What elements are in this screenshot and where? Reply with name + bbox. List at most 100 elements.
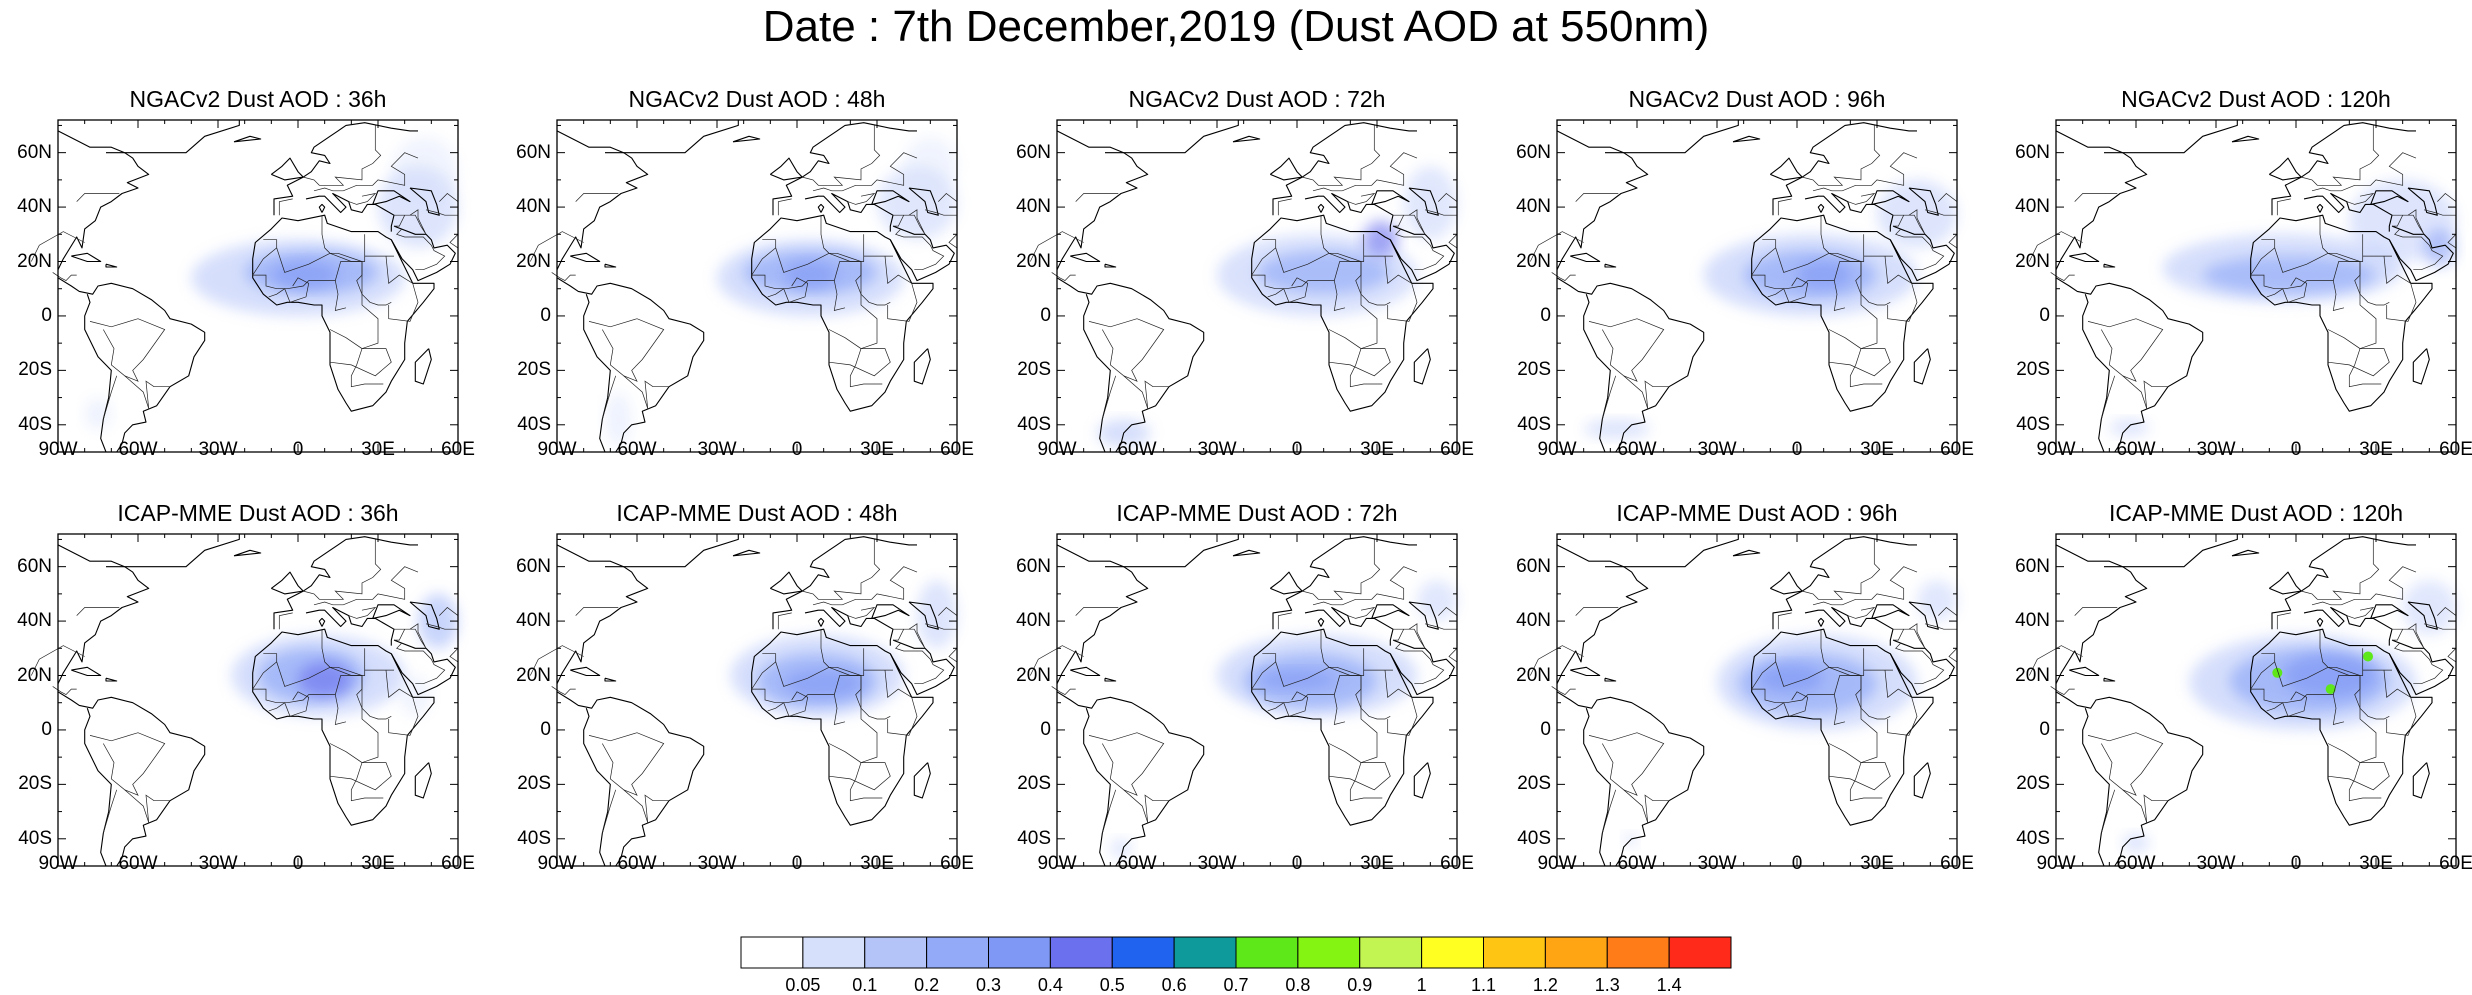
country-border <box>828 743 891 791</box>
latitude-label: 20N <box>2015 664 2050 686</box>
latitude-label: 40N <box>17 610 52 632</box>
latitude-label: 40N <box>17 196 52 218</box>
country-border <box>948 234 958 249</box>
coastline <box>2370 604 2409 619</box>
latitude-label: 40N <box>2015 610 2050 632</box>
country-border <box>348 192 377 205</box>
longitude-label: 90W <box>2036 853 2076 874</box>
latitude-label: 20N <box>1516 250 1551 272</box>
latitude-label: 40N <box>516 610 551 632</box>
coastline <box>1817 617 1825 627</box>
country-border <box>1312 152 1418 192</box>
coastline <box>233 549 262 557</box>
longitude-label: 60E <box>1440 439 1474 460</box>
latitude-label: 40S <box>517 413 551 435</box>
coastline <box>1317 203 1325 213</box>
coastline <box>57 130 150 270</box>
longitude-label: 60E <box>2439 439 2472 460</box>
country-border <box>303 539 382 600</box>
country-border <box>1029 231 1084 262</box>
coastline <box>751 628 934 826</box>
latitude-label: 0 <box>1040 718 1051 740</box>
colorbar-swatch <box>802 936 866 969</box>
latitude-label: 40S <box>1517 827 1551 849</box>
colorbar-tick-label: 1.4 <box>1656 975 1682 995</box>
dust-plume <box>2282 653 2376 698</box>
dust-hotspot <box>2272 667 2283 678</box>
coastline <box>871 604 910 619</box>
coastline <box>1104 677 1117 682</box>
map-plot <box>30 119 459 453</box>
coastline <box>1408 601 1439 630</box>
map-plot <box>1029 119 1458 453</box>
country-border <box>1384 256 1418 322</box>
longitude-label: 30E <box>1360 853 1394 874</box>
colorbar-tick-label: 0.2 <box>914 975 940 995</box>
country-border <box>1884 670 1918 736</box>
country-border <box>575 193 619 202</box>
coastline <box>1269 157 1303 181</box>
dust-plume <box>399 675 432 717</box>
country-border <box>1588 318 1665 382</box>
longitude-label: 30E <box>860 853 894 874</box>
latitude-label: 20S <box>1017 359 1051 381</box>
country-border <box>1529 231 1584 262</box>
country-border <box>278 198 293 216</box>
country-border <box>1623 789 1669 823</box>
coastline <box>1304 606 1394 646</box>
country-border <box>847 192 876 205</box>
country-border <box>777 612 792 630</box>
map-frame <box>2055 533 2457 867</box>
country-border <box>812 566 918 606</box>
coastline <box>1605 120 1739 154</box>
colorbar-tick-label: 0.8 <box>1285 975 1311 995</box>
country-border <box>1812 566 1918 606</box>
latitude-label: 60N <box>1016 141 1051 163</box>
coastline <box>1871 190 1910 205</box>
coastline <box>570 252 601 263</box>
longitude-label: 60W <box>1117 439 1157 460</box>
country-border <box>884 256 918 322</box>
coastline <box>1272 122 1417 216</box>
country-border <box>303 125 382 186</box>
colorbar-swatch <box>1111 936 1175 969</box>
latitude-label: 40S <box>2016 827 2050 849</box>
country-border <box>52 686 77 696</box>
country-border <box>2087 318 2164 382</box>
coastline <box>2055 277 2204 453</box>
country-border <box>1802 539 1881 600</box>
panel-title: ICAP-MME Dust AOD : 36h <box>117 500 399 526</box>
colorbar-swatch <box>1606 936 1670 969</box>
longitude-label: 60E <box>1440 853 1474 874</box>
country-border <box>89 732 166 796</box>
country-border <box>1802 125 1881 186</box>
country-border <box>1312 566 1418 606</box>
country-border <box>2392 209 2425 235</box>
coastline <box>2055 544 2148 684</box>
longitude-label: 60W <box>118 439 158 460</box>
panel-title: NGACv2 Dust AOD : 48h <box>628 86 886 112</box>
latitude-label: 20S <box>18 773 52 795</box>
country-border <box>1448 234 1458 249</box>
country-border <box>1251 661 1346 725</box>
coastline <box>372 604 411 619</box>
longitude-label: 0 <box>1291 853 1303 874</box>
coastline <box>2316 617 2324 627</box>
country-border <box>396 642 446 685</box>
country-border <box>334 675 384 802</box>
latitude-label: 40S <box>18 413 52 435</box>
latitude-label: 20S <box>517 773 551 795</box>
latitude-label: 20S <box>1017 773 1051 795</box>
map-frame <box>1556 533 1958 867</box>
country-border <box>1088 732 1165 796</box>
country-border <box>1588 732 1665 796</box>
longitude-label: 60W <box>1617 439 1657 460</box>
longitude-label: 0 <box>1791 853 1803 874</box>
coastline <box>1371 190 1410 205</box>
country-border <box>884 670 918 736</box>
country-border <box>2276 612 2291 630</box>
colorbar-swatch <box>864 936 928 969</box>
map-plot <box>30 533 459 867</box>
coastline <box>57 544 150 684</box>
colorbar-tick-label: 0.9 <box>1347 975 1373 995</box>
